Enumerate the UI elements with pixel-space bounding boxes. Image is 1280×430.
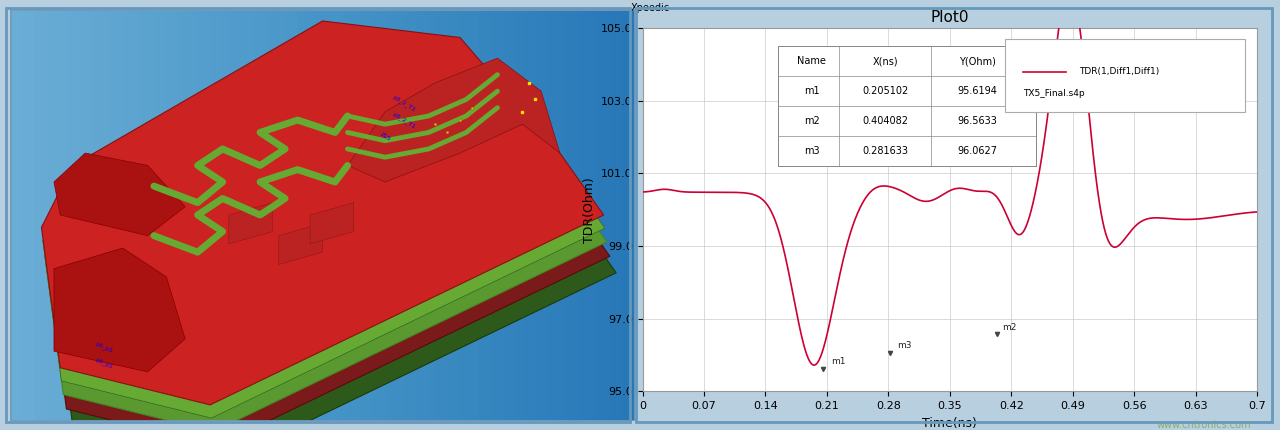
Text: m1: m1	[831, 357, 846, 366]
Text: 95.6194: 95.6194	[957, 86, 997, 96]
Text: 96.0627: 96.0627	[957, 146, 997, 156]
Polygon shape	[310, 203, 353, 244]
Text: Name: Name	[797, 56, 826, 66]
Polygon shape	[47, 62, 609, 430]
Polygon shape	[54, 248, 186, 372]
Title: Plot0: Plot0	[931, 10, 969, 25]
FancyBboxPatch shape	[778, 46, 1036, 166]
Text: ZL5: ZL5	[379, 132, 392, 142]
Polygon shape	[54, 153, 186, 236]
Polygon shape	[279, 223, 323, 264]
Text: www.cntronics.com: www.cntronics.com	[1156, 421, 1251, 430]
Text: m2: m2	[1002, 322, 1016, 332]
Text: p0_p1: p0_p1	[95, 357, 114, 370]
Text: p3_2_T1: p3_2_T1	[392, 111, 416, 129]
Text: 0.281633: 0.281633	[863, 146, 909, 156]
Polygon shape	[41, 21, 604, 405]
Text: m2: m2	[804, 116, 819, 126]
Text: 0.404082: 0.404082	[863, 116, 909, 126]
Polygon shape	[229, 203, 273, 244]
Text: 0.205102: 0.205102	[863, 86, 909, 96]
Text: m1: m1	[804, 86, 819, 96]
Text: TDR(1,Diff1,Diff1): TDR(1,Diff1,Diff1)	[1079, 67, 1158, 76]
Y-axis label: TDR(Ohm): TDR(Ohm)	[582, 177, 595, 243]
Text: p0_p1: p0_p1	[95, 341, 114, 353]
Text: Y(Ohm): Y(Ohm)	[959, 56, 996, 66]
FancyBboxPatch shape	[1005, 39, 1244, 111]
Polygon shape	[54, 79, 616, 430]
Polygon shape	[42, 34, 605, 418]
Text: X(ns): X(ns)	[873, 56, 899, 66]
Text: Xpeedic: Xpeedic	[630, 3, 669, 13]
Text: m3: m3	[804, 146, 819, 156]
Text: p3_2_T1: p3_2_T1	[392, 94, 416, 113]
Polygon shape	[348, 58, 559, 182]
Text: 96.5633: 96.5633	[957, 116, 997, 126]
Text: m3: m3	[897, 341, 911, 350]
X-axis label: Time(ns): Time(ns)	[923, 417, 977, 430]
Text: TX5_Final.s4p: TX5_Final.s4p	[1024, 89, 1085, 98]
Polygon shape	[45, 48, 607, 430]
